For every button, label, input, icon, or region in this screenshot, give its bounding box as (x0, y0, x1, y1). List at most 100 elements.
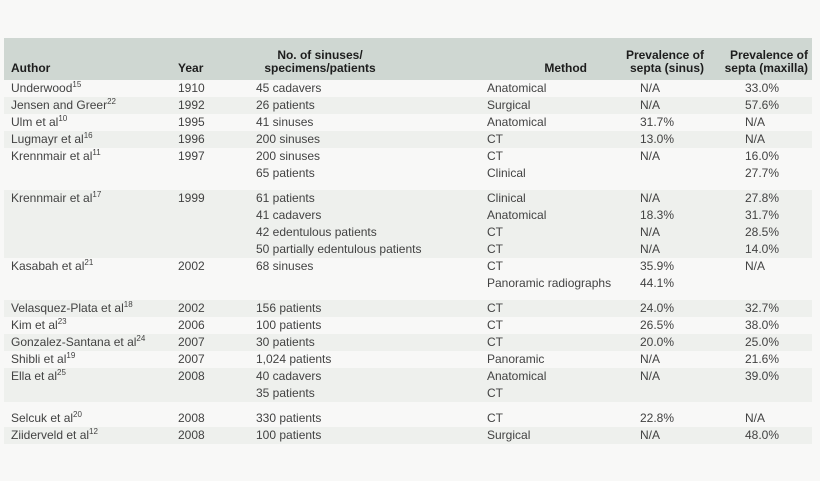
cell-count: 1,024 patients (256, 352, 332, 366)
cell-count: 35 patients (250, 385, 484, 402)
reference-superscript: 10 (58, 114, 68, 123)
author-name: Ulm et al (11, 115, 59, 129)
author-name: Selcuk et al (11, 411, 74, 425)
cell-maxilla: 31.7% (714, 207, 812, 224)
table-row: 65 patients Clinical 27.7% (4, 165, 812, 182)
cell-author: Gonzalez-Santana et al24 (4, 334, 176, 351)
cell-maxilla: 27.8% (714, 190, 812, 207)
cell-sinus: 20.0% (612, 334, 714, 351)
cell-sinus: 31.7% (640, 115, 675, 129)
group-spacer-row (4, 292, 812, 300)
table-row: Velasquez-Plata et al18 2002 156 patients C… (4, 300, 812, 317)
cell-count: 68 sinuses (256, 259, 314, 273)
reference-superscript: 23 (57, 317, 67, 326)
cell-method: Surgical (484, 427, 612, 444)
cell-count: 40 cadavers (250, 368, 484, 385)
table-row: Underwood15 1910 45 cadavers Anatomical N/A 3… (4, 80, 812, 97)
cell-maxilla: 57.6% (714, 97, 812, 114)
cell-year: 1999 (176, 190, 250, 207)
cell-maxilla: N/A (745, 115, 766, 129)
cell-author: Jensen and Greer22 (4, 97, 176, 114)
col-header-author: Author (4, 38, 176, 80)
col-header-count: No. of sinuses/ specimens/patients (250, 38, 484, 80)
cell-author (4, 224, 176, 241)
cell-maxilla (714, 385, 812, 402)
cell-author: Ella et al25 (4, 368, 176, 385)
cell-sinus: 24.0% (612, 300, 714, 317)
col-header-author-label: Author (11, 61, 51, 75)
cell-method: CT (487, 411, 503, 425)
cell-count: 100 patients (250, 427, 484, 444)
cell-sinus: 26.5% (640, 318, 675, 332)
table-row: Ulm et al10 1995 41 sinuses Anatomical 31.7%… (4, 114, 812, 131)
cell-maxilla: N/A (714, 131, 812, 148)
col-header-year: Year (176, 38, 250, 80)
header-row: Author Year No. of sinuses/ specimens/pa… (4, 38, 812, 80)
author-name: Velasquez-Plata et al (11, 301, 124, 315)
reference-superscript: 22 (107, 97, 116, 106)
author-name: Krennmair et al (11, 149, 93, 163)
cell-method: CT (484, 131, 612, 148)
cell-year: 1995 (178, 115, 205, 129)
cell-method: CT (487, 149, 503, 163)
cell-maxilla: 16.0% (745, 149, 780, 163)
table-body: Underwood15 1910 45 cadavers Anatomical N/A 3… (4, 80, 812, 444)
cell-method: CT (484, 334, 612, 351)
cell-count: 30 patients (250, 334, 484, 351)
cell-year: 2008 (176, 427, 250, 444)
cell-sinus: N/A (612, 224, 714, 241)
table-row: Jensen and Greer22 1992 26 patients Surgica… (4, 97, 812, 114)
cell-year: 2006 (178, 318, 205, 332)
cell-author: Selcuk et al20 (4, 410, 176, 427)
cell-maxilla: N/A (745, 259, 766, 273)
cell-sinus: N/A (640, 149, 661, 163)
cell-count: 100 patients (256, 318, 322, 332)
cell-year: 1997 (178, 149, 205, 163)
cell-maxilla: 21.6% (745, 352, 780, 366)
group-spacer-cell (4, 292, 812, 300)
cell-count: 156 patients (250, 300, 484, 317)
cell-year: 1992 (176, 97, 250, 114)
cell-method: Surgical (484, 97, 612, 114)
cell-sinus: N/A (640, 352, 661, 366)
cell-sinus: N/A (612, 241, 714, 258)
cell-author (4, 385, 176, 402)
cell-sinus: 35.9% (640, 259, 675, 273)
cell-method: CT (484, 385, 612, 402)
col-header-sinus: Prevalence of septa (sinus) (612, 38, 714, 80)
cell-year: 2007 (178, 352, 205, 366)
cell-sinus: N/A (640, 81, 661, 95)
cell-sinus: N/A (612, 190, 714, 207)
cell-method: Clinical (487, 166, 526, 180)
reference-superscript: 17 (92, 190, 102, 199)
cell-year (176, 224, 250, 241)
table-row: Lugmayr et al16 1996 200 sinuses CT 13.0% N/A (4, 131, 812, 148)
table-row: 41 cadavers Anatomical 18.3% 31.7% (4, 207, 812, 224)
cell-author (4, 207, 176, 224)
cell-method: Panoramic radiographs (487, 276, 612, 290)
reference-superscript: 21 (84, 258, 94, 267)
cell-method: Clinical (484, 190, 612, 207)
cell-sinus (612, 165, 714, 182)
cell-year: 2008 (178, 411, 205, 425)
cell-author: Shibli et al19 (4, 351, 176, 368)
cell-year (176, 241, 250, 258)
cell-sinus: N/A (612, 427, 714, 444)
cell-method: CT (484, 224, 612, 241)
cell-maxilla: N/A (745, 411, 766, 425)
group-spacer-cell (4, 402, 812, 410)
table-row: 50 partially edentulous patients CT N/A 14.… (4, 241, 812, 258)
cell-author: Velasquez-Plata et al18 (4, 300, 176, 317)
reference-superscript: 11 (92, 148, 101, 157)
cell-author: Lugmayr et al16 (4, 131, 176, 148)
table-row: 42 edentulous patients CT N/A 28.5% (4, 224, 812, 241)
cell-author (4, 241, 176, 258)
author-name: Kim et al (11, 318, 58, 332)
reference-superscript: 20 (73, 410, 82, 419)
prevalence-table: Author Year No. of sinuses/ specimens/pa… (4, 38, 812, 444)
author-name: Ella et al (11, 369, 58, 383)
cell-year: 1996 (176, 131, 250, 148)
cell-count: 200 sinuses (256, 149, 321, 163)
cell-count: 41 sinuses (256, 115, 314, 129)
cell-maxilla: 28.5% (714, 224, 812, 241)
